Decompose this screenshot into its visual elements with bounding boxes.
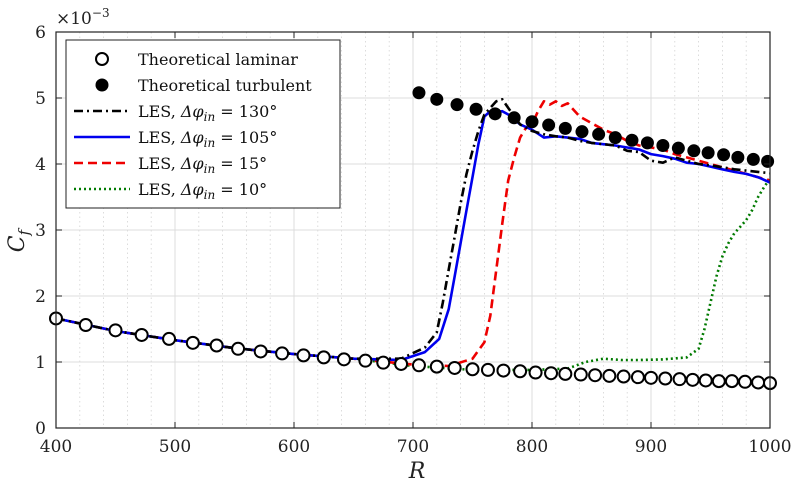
legend-box <box>65 39 341 209</box>
laminar-point <box>573 367 588 382</box>
turbulent-point <box>450 98 464 112</box>
laminar-point <box>447 360 462 375</box>
turbulent-point <box>671 141 685 155</box>
turbulent-point <box>469 102 483 116</box>
x-tick-label: 600 <box>278 437 310 457</box>
turbulent-point <box>656 139 670 153</box>
turbulent-point <box>542 118 556 132</box>
turbulent-point <box>525 115 539 129</box>
x-tick-label: 1000 <box>748 437 791 457</box>
turbulent-point <box>412 86 426 100</box>
y-axis-title: Cf <box>5 227 33 252</box>
laminar-point <box>558 366 573 381</box>
turbulent-point <box>746 152 760 166</box>
y-tick-label: 3 <box>35 221 46 241</box>
turbulent-point <box>701 146 715 160</box>
y-tick-label: 0 <box>35 419 46 439</box>
laminar-point <box>698 373 713 388</box>
laminar-point <box>411 358 426 373</box>
laminar-point <box>751 375 766 390</box>
laminar-point <box>231 341 246 356</box>
turbulent-point <box>687 144 701 158</box>
y-multiplier: ×10−3 <box>56 6 110 29</box>
laminar-point <box>588 368 603 383</box>
laminar-point <box>78 318 93 333</box>
laminar-point <box>336 352 351 367</box>
laminar-point <box>296 348 311 363</box>
legend: Theoretical laminar Theoretical turbulent… <box>65 39 341 209</box>
legend-label: LES, Δφin = 105° <box>138 128 277 150</box>
laminar-point <box>162 331 177 346</box>
y-tick-label: 6 <box>35 23 46 43</box>
turbulent-point <box>761 154 775 168</box>
turbulent-point <box>575 125 589 139</box>
laminar-point <box>630 370 645 385</box>
laminar-point <box>672 372 687 387</box>
laminar-point <box>209 338 224 353</box>
laminar-point <box>316 350 331 365</box>
laminar-point <box>528 365 543 380</box>
laminar-point <box>465 362 480 377</box>
legend-label: LES, Δφin = 15° <box>138 154 267 176</box>
x-tick-label: 800 <box>516 437 548 457</box>
laminar-point <box>496 363 511 378</box>
tick-labels: 400 500 600 700 800 900 1000 0 1 2 3 4 5 6 <box>35 23 791 457</box>
turbulent-point <box>717 148 731 162</box>
turbulent-point <box>640 136 654 150</box>
legend-label: LES, Δφin = 130° <box>138 102 277 124</box>
turbulent-point <box>488 107 502 121</box>
legend-marker <box>95 52 109 66</box>
laminar-point <box>185 335 200 350</box>
laminar-point <box>602 368 617 383</box>
x-tick-label: 500 <box>159 437 191 457</box>
laminar-point <box>738 374 753 389</box>
x-tick-label: 700 <box>397 437 429 457</box>
laminar-point <box>711 374 726 389</box>
laminar-point <box>429 359 444 374</box>
axis-ticks <box>55 31 771 429</box>
x-axis-label: R <box>408 459 426 484</box>
turbulent-point <box>558 121 572 135</box>
laminar-point <box>544 366 559 381</box>
laminar-point <box>658 371 673 386</box>
turbulent-point <box>608 131 622 145</box>
series-layer <box>49 86 777 391</box>
laminar-point <box>358 353 373 368</box>
turbulent-point <box>430 92 444 106</box>
laminar-point <box>644 370 658 385</box>
laminar-point <box>275 346 290 361</box>
laminar-point <box>480 362 495 377</box>
y-tick-label: 2 <box>35 287 46 307</box>
y-tick-label: 5 <box>35 89 46 109</box>
x-tick-label: 900 <box>635 437 667 457</box>
y-axis-label: Cf <box>5 227 33 252</box>
turbulent-point <box>592 127 606 141</box>
laminar-point <box>253 344 268 359</box>
legend-label: Theoretical laminar <box>138 50 298 69</box>
x-tick-label: 400 <box>40 437 72 457</box>
turbulent-point <box>731 150 745 164</box>
y-tick-label: 1 <box>35 353 46 373</box>
laminar-point <box>724 374 739 389</box>
laminar-point <box>108 323 123 338</box>
turbulent-point <box>625 133 639 147</box>
legend-label: LES, Δφin = 10° <box>138 180 267 202</box>
laminar-point <box>685 372 700 387</box>
legend-marker <box>95 78 109 92</box>
turbulent-point <box>507 111 521 125</box>
legend-label: Theoretical turbulent <box>138 76 312 95</box>
series-line <box>55 98 771 361</box>
x-axis-title: R <box>408 459 426 484</box>
y-tick-label: 4 <box>35 155 46 175</box>
laminar-point <box>376 355 391 370</box>
laminar-point <box>394 356 409 371</box>
y-multiplier-label: ×10−3 <box>56 6 110 29</box>
laminar-point <box>134 327 149 342</box>
laminar-point <box>513 364 528 379</box>
laminar-point <box>616 369 631 384</box>
